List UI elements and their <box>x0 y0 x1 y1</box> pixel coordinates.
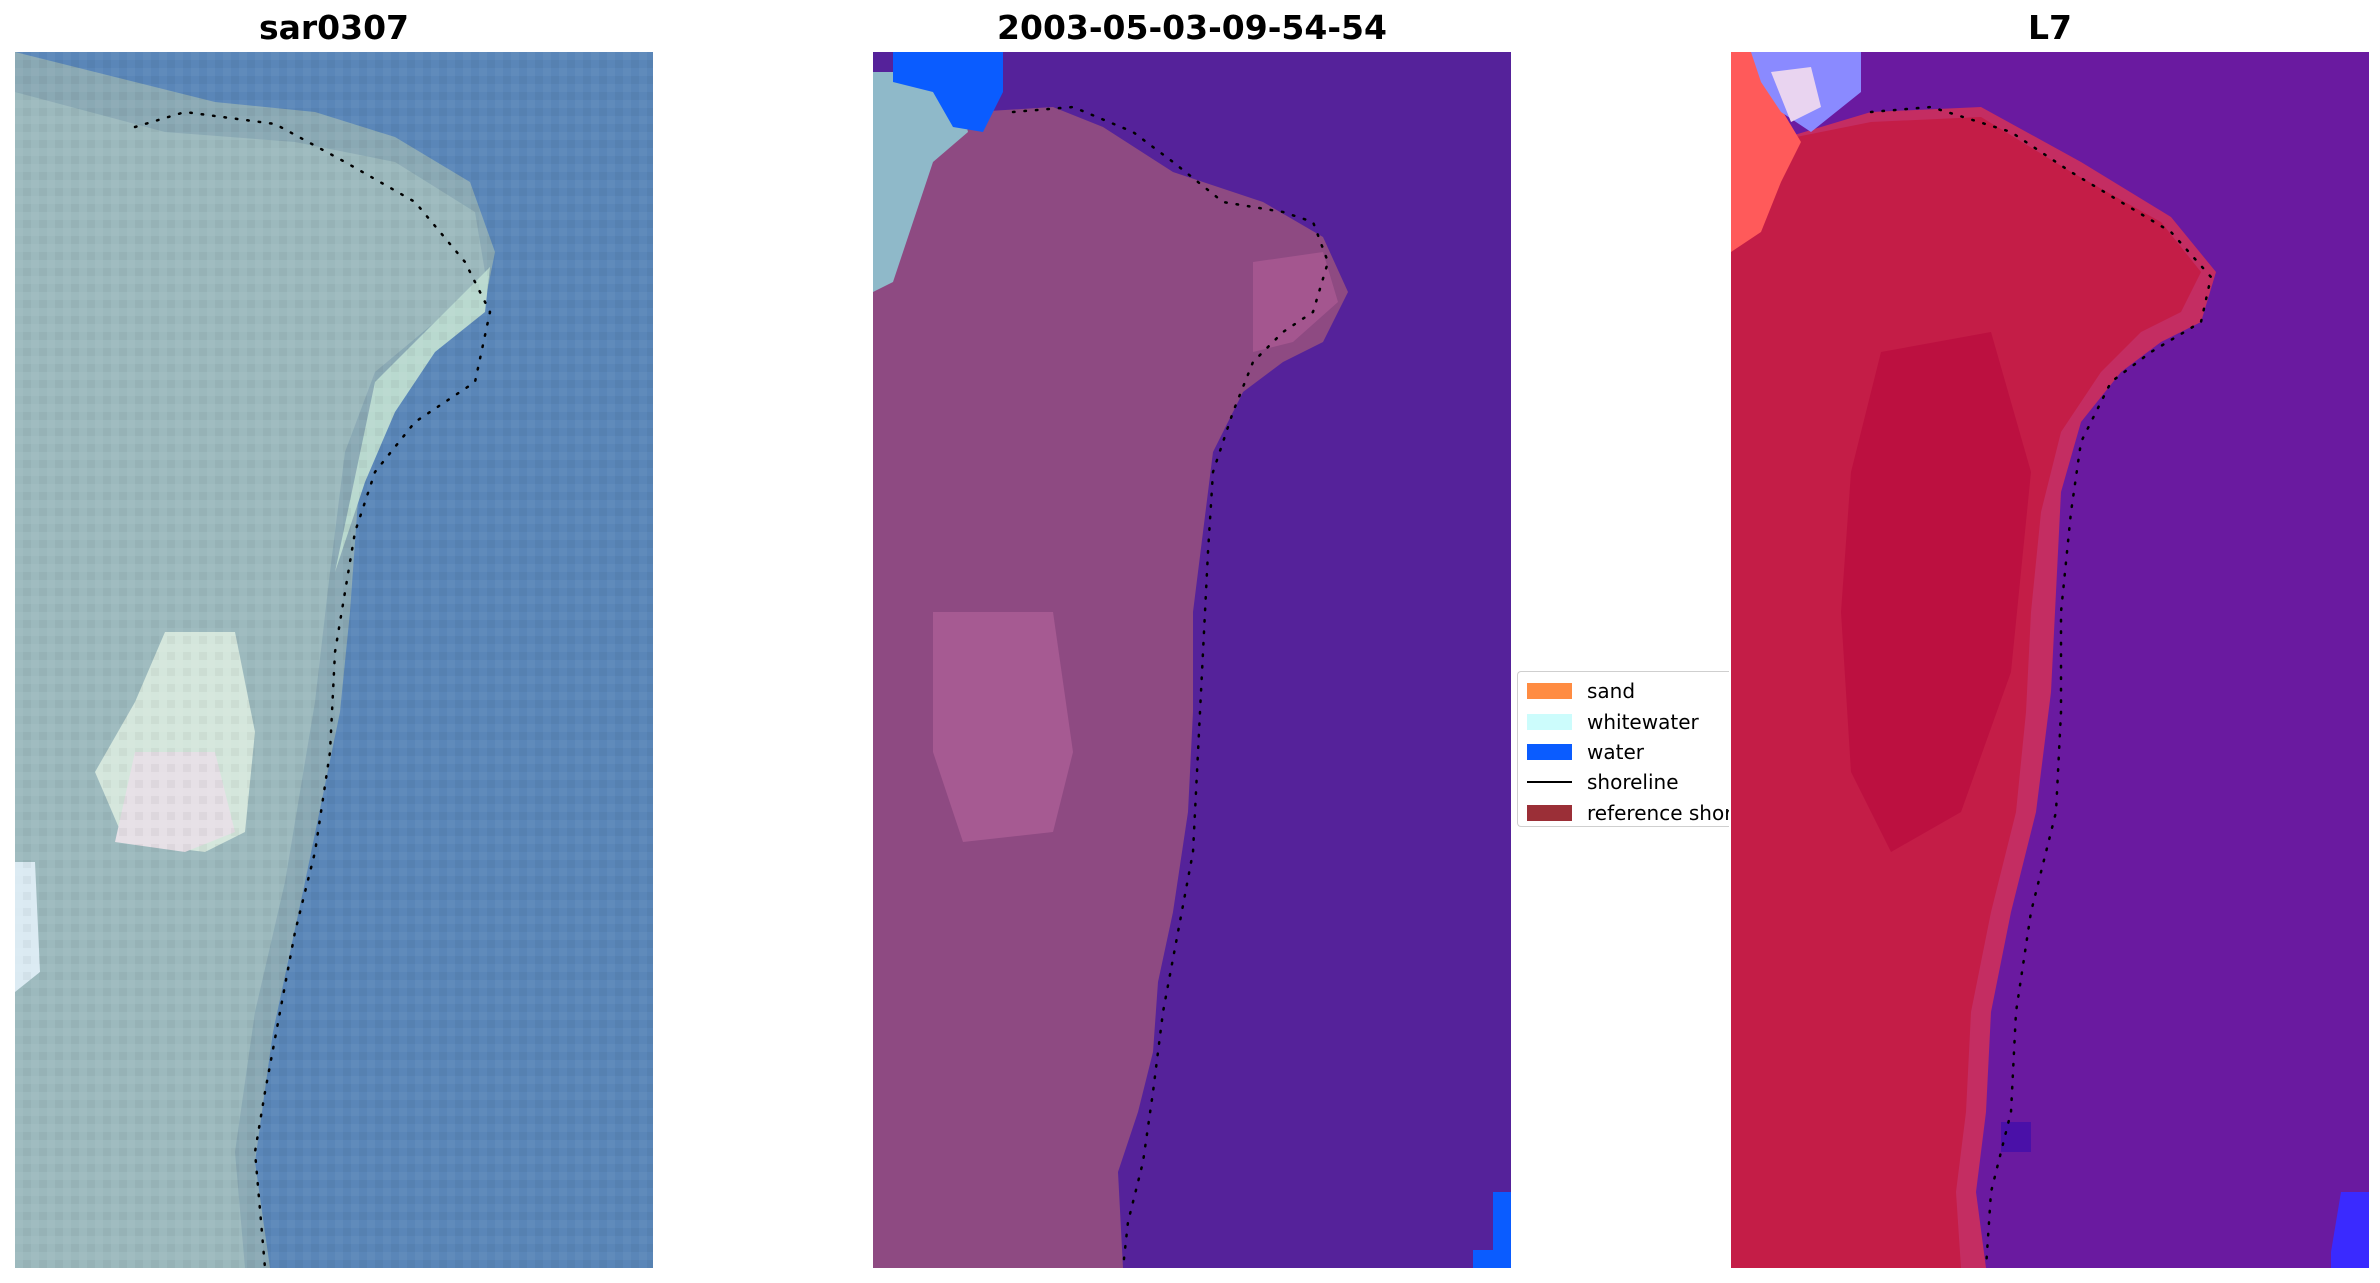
legend-swatch-water <box>1527 743 1572 760</box>
legend-item-sand: sand <box>1527 676 1729 706</box>
legend: sand whitewater water shoreline referenc… <box>1517 671 1729 827</box>
legend-item-water: water <box>1527 737 1729 767</box>
legend-item-whitewater: whitewater <box>1527 706 1729 736</box>
legend-label: whitewater <box>1587 709 1699 734</box>
legend-item-shoreline: shoreline <box>1527 767 1729 797</box>
legend-label: water <box>1587 739 1644 764</box>
legend-label: reference shoreline <box>1587 800 1729 825</box>
legend-item-reference-shoreline: reference shoreline <box>1527 798 1729 826</box>
rgb-satellite-image <box>15 52 653 1268</box>
legend-label: shoreline <box>1587 770 1679 795</box>
panel-title-rgb: sar0307 <box>258 8 410 47</box>
panel-title-classified: 2003-05-03-09-54-54 <box>997 8 1387 47</box>
legend-swatch-sand <box>1527 683 1572 700</box>
classified-image <box>873 52 1511 1268</box>
legend-swatch-whitewater <box>1527 713 1572 730</box>
legend-swatch-reference-shoreline <box>1527 804 1572 821</box>
panel-title-index: L7 <box>2028 8 2072 47</box>
legend-line-shoreline <box>1527 781 1572 784</box>
index-image <box>1731 52 2369 1268</box>
legend-label: sand <box>1587 679 1636 704</box>
